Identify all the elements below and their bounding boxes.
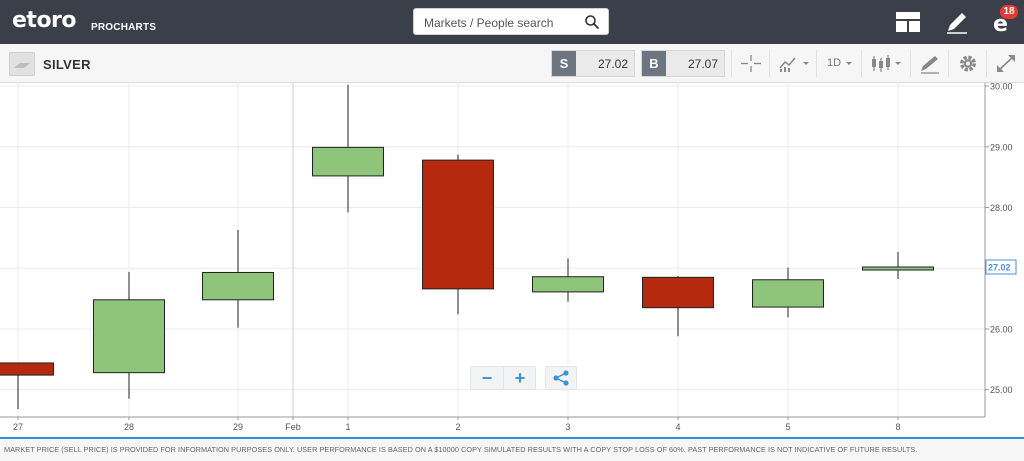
search-placeholder: Markets / People search <box>424 16 554 30</box>
candle-body-up <box>532 276 604 293</box>
candle <box>93 271 165 399</box>
candle <box>532 258 604 302</box>
sell-price-button[interactable]: S 27.02 <box>551 50 635 77</box>
disclaimer-text: MARKET PRICE (SELL PRICE) IS PROVIDED FO… <box>4 445 918 454</box>
buy-price-button[interactable]: B 27.07 <box>641 50 725 77</box>
candle-body-down <box>422 159 494 290</box>
candle-body-up <box>202 271 274 301</box>
candle-body-down <box>0 362 54 376</box>
indicators-icon <box>779 57 809 72</box>
timeframe-dropdown[interactable]: 1D <box>816 50 861 77</box>
zoom-controls: − + <box>470 366 536 390</box>
zoom-out-button[interactable]: − <box>471 367 504 389</box>
x-tick-label: 2 <box>455 422 460 432</box>
crosshair-icon <box>741 55 761 72</box>
buy-tag: B <box>642 51 666 76</box>
buy-price: 27.07 <box>687 57 718 71</box>
candle <box>312 84 384 213</box>
disclaimer-footer: MARKET PRICE (SELL PRICE) IS PROVIDED FO… <box>0 437 1024 461</box>
y-tick-label: 29.00 <box>990 142 1013 152</box>
edit-pencil-icon[interactable] <box>944 9 970 35</box>
x-tick-label: 1 <box>345 422 350 432</box>
current-price-box <box>985 259 1017 275</box>
sell-tag: S <box>552 51 576 76</box>
layout-icon[interactable] <box>895 9 921 35</box>
current-price-label: 27.02 <box>988 263 1011 273</box>
gear-icon <box>960 55 976 72</box>
candle-body-up <box>862 266 934 271</box>
share-button[interactable] <box>545 366 577 390</box>
candle-body-up <box>752 279 824 308</box>
candle <box>642 276 714 337</box>
y-tick-label: 25.00 <box>990 385 1013 395</box>
fullscreen-button[interactable] <box>986 50 1024 77</box>
candle <box>0 362 54 410</box>
candlestick-icon <box>872 55 901 72</box>
y-tick-label: 30.00 <box>990 83 1013 92</box>
candlestick-chart[interactable]: 25.0026.0027.0028.0029.0030.00272829Feb1… <box>0 83 1024 437</box>
drawing-tools-icon <box>921 56 939 74</box>
candle <box>752 267 824 318</box>
candle-body-up <box>312 146 384 177</box>
x-tick-label: 28 <box>124 422 134 432</box>
instrument-toolbar: SILVER S 27.02 B 27.07 <box>0 44 1024 83</box>
y-tick-label: 28.00 <box>990 203 1013 213</box>
top-navigation-bar: etoro PROCHARTS Markets / People search … <box>0 0 1024 44</box>
candle <box>862 251 934 280</box>
etoro-logo[interactable]: etoro <box>12 8 77 33</box>
candle-body-down <box>642 276 714 309</box>
x-tick-label: 29 <box>233 422 243 432</box>
x-tick-label: Feb <box>285 422 301 432</box>
timeframe-label: 1D <box>827 57 842 69</box>
x-tick-label: 3 <box>565 422 570 432</box>
axes: 25.0026.0027.0028.0029.0030.00272829Feb1… <box>0 83 1017 432</box>
candles <box>0 84 934 410</box>
candle <box>202 229 274 328</box>
crosshair-button[interactable] <box>731 50 769 77</box>
instrument-thumbnail <box>9 52 35 76</box>
x-tick-label: 27 <box>13 422 23 432</box>
expand-icon <box>997 55 1015 72</box>
notification-badge: 18 <box>1000 5 1018 19</box>
zoom-in-button[interactable]: + <box>514 368 526 388</box>
indicators-button[interactable] <box>769 50 816 77</box>
chart-type-dropdown[interactable] <box>861 50 910 77</box>
y-tick-label: 26.00 <box>990 324 1013 334</box>
procharts-label: PROCHARTS <box>91 22 157 33</box>
search-input[interactable]: Markets / People search <box>413 8 609 35</box>
x-tick-label: 5 <box>785 422 790 432</box>
chevron-down-icon <box>846 62 852 65</box>
candle <box>422 154 494 315</box>
sell-price: 27.02 <box>597 57 628 71</box>
search-icon[interactable] <box>584 14 600 30</box>
x-tick-label: 8 <box>895 422 900 432</box>
settings-button[interactable] <box>948 50 986 77</box>
candle-body-up <box>93 299 165 374</box>
instrument-name: SILVER <box>43 57 91 72</box>
x-tick-label: 4 <box>675 422 680 432</box>
share-icon <box>553 370 569 386</box>
silver-bar-icon <box>14 63 30 68</box>
drawing-tools-button[interactable] <box>910 50 948 77</box>
